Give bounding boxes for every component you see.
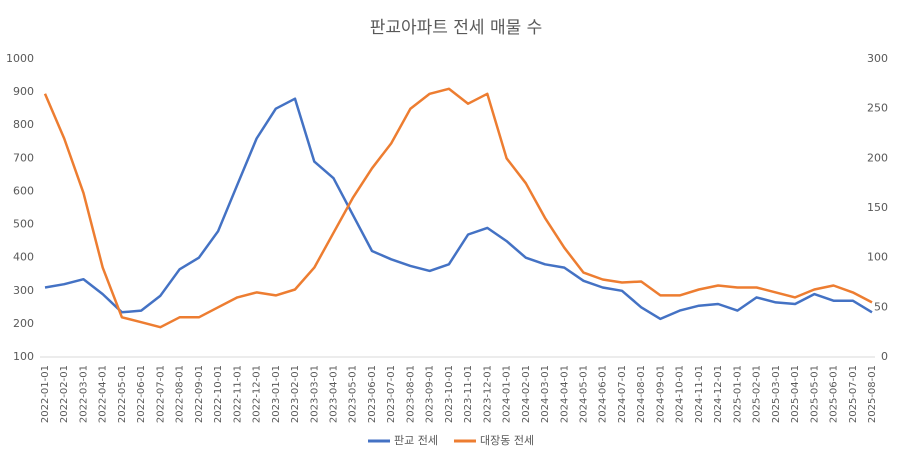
x-tick-label: 2023-04-01 bbox=[328, 365, 339, 423]
x-tick-label: 2023-10-01 bbox=[444, 365, 455, 423]
x-tick-label: 2023-03-01 bbox=[309, 365, 320, 423]
x-tick-label: 2023-06-01 bbox=[367, 365, 378, 423]
x-tick-label: 2023-08-01 bbox=[405, 365, 416, 423]
legend-label: 판교 전세 bbox=[394, 434, 438, 447]
x-tick-label: 2024-08-01 bbox=[636, 365, 647, 423]
x-tick-label: 2024-11-01 bbox=[694, 365, 705, 423]
x-tick-label: 2024-02-01 bbox=[521, 365, 532, 423]
y-tick-label: 800 bbox=[13, 118, 34, 131]
x-tick-label: 2022-06-01 bbox=[136, 365, 147, 423]
x-tick-label: 2024-03-01 bbox=[540, 365, 551, 423]
x-tick-label: 2022-09-01 bbox=[194, 365, 205, 423]
x-tick-label: 2022-04-01 bbox=[98, 365, 109, 423]
x-tick-label: 2024-04-01 bbox=[559, 365, 570, 423]
x-tick-label: 2023-11-01 bbox=[463, 365, 474, 423]
y-tick-label: 300 bbox=[13, 284, 34, 297]
x-tick-label: 2023-09-01 bbox=[425, 365, 436, 423]
x-tick-label: 2024-01-01 bbox=[502, 365, 513, 423]
y-tick-label: 1000 bbox=[6, 52, 34, 65]
x-tick-label: 2023-05-01 bbox=[348, 365, 359, 423]
x-tick-label: 2024-09-01 bbox=[655, 365, 666, 423]
x-tick-label: 2025-04-01 bbox=[790, 365, 801, 423]
x-tick-label: 2023-02-01 bbox=[290, 365, 301, 423]
x-tick-label: 2022-01-01 bbox=[40, 365, 51, 423]
x-tick-label: 2022-02-01 bbox=[59, 365, 70, 423]
y2-tick-label: 100 bbox=[867, 251, 888, 264]
x-tick-label: 2023-07-01 bbox=[386, 365, 397, 423]
y2-tick-label: 300 bbox=[867, 52, 888, 65]
y-tick-label: 200 bbox=[13, 317, 34, 330]
x-tick-label: 2023-12-01 bbox=[482, 365, 493, 423]
y-tick-label: 600 bbox=[13, 184, 34, 197]
y2-tick-label: 150 bbox=[867, 201, 888, 214]
x-tick-label: 2022-12-01 bbox=[252, 365, 263, 423]
y2-tick-label: 50 bbox=[874, 300, 888, 313]
x-tick-label: 2022-08-01 bbox=[175, 365, 186, 423]
x-tick-label: 2025-01-01 bbox=[732, 365, 743, 423]
x-tick-label: 2024-06-01 bbox=[598, 365, 609, 423]
x-tick-label: 2022-11-01 bbox=[232, 365, 243, 423]
x-tick-label: 2025-08-01 bbox=[867, 365, 878, 423]
x-tick-label: 2025-02-01 bbox=[752, 365, 763, 423]
x-tick-label: 2022-10-01 bbox=[213, 365, 224, 423]
y-tick-label: 900 bbox=[13, 85, 34, 98]
legend-label: 대장동 전세 bbox=[480, 434, 534, 447]
x-tick-label: 2025-03-01 bbox=[771, 365, 782, 423]
x-tick-label: 2024-12-01 bbox=[713, 365, 724, 423]
y-tick-label: 100 bbox=[13, 350, 34, 363]
x-tick-label: 2025-07-01 bbox=[848, 365, 859, 423]
y-tick-label: 700 bbox=[13, 151, 34, 164]
chart-title: 판교아파트 전세 매물 수 bbox=[370, 18, 543, 38]
series-line bbox=[44, 97, 873, 321]
x-tick-label: 2023-01-01 bbox=[271, 365, 282, 423]
y2-tick-label: 200 bbox=[867, 151, 888, 164]
x-tick-label: 2025-06-01 bbox=[829, 365, 840, 423]
y-tick-label: 500 bbox=[13, 218, 34, 231]
series-line bbox=[43, 87, 873, 329]
x-tick-label: 2024-10-01 bbox=[675, 365, 686, 423]
x-tick-label: 2022-03-01 bbox=[78, 365, 89, 423]
x-tick-label: 2024-07-01 bbox=[617, 365, 628, 423]
y-tick-label: 400 bbox=[13, 251, 34, 264]
y2-tick-label: 0 bbox=[881, 350, 888, 363]
x-tick-label: 2022-07-01 bbox=[155, 365, 166, 423]
x-tick-label: 2022-05-01 bbox=[117, 365, 128, 423]
x-tick-label: 2025-05-01 bbox=[809, 365, 820, 423]
x-tick-label: 2024-05-01 bbox=[579, 365, 590, 423]
y2-tick-label: 250 bbox=[867, 102, 888, 115]
